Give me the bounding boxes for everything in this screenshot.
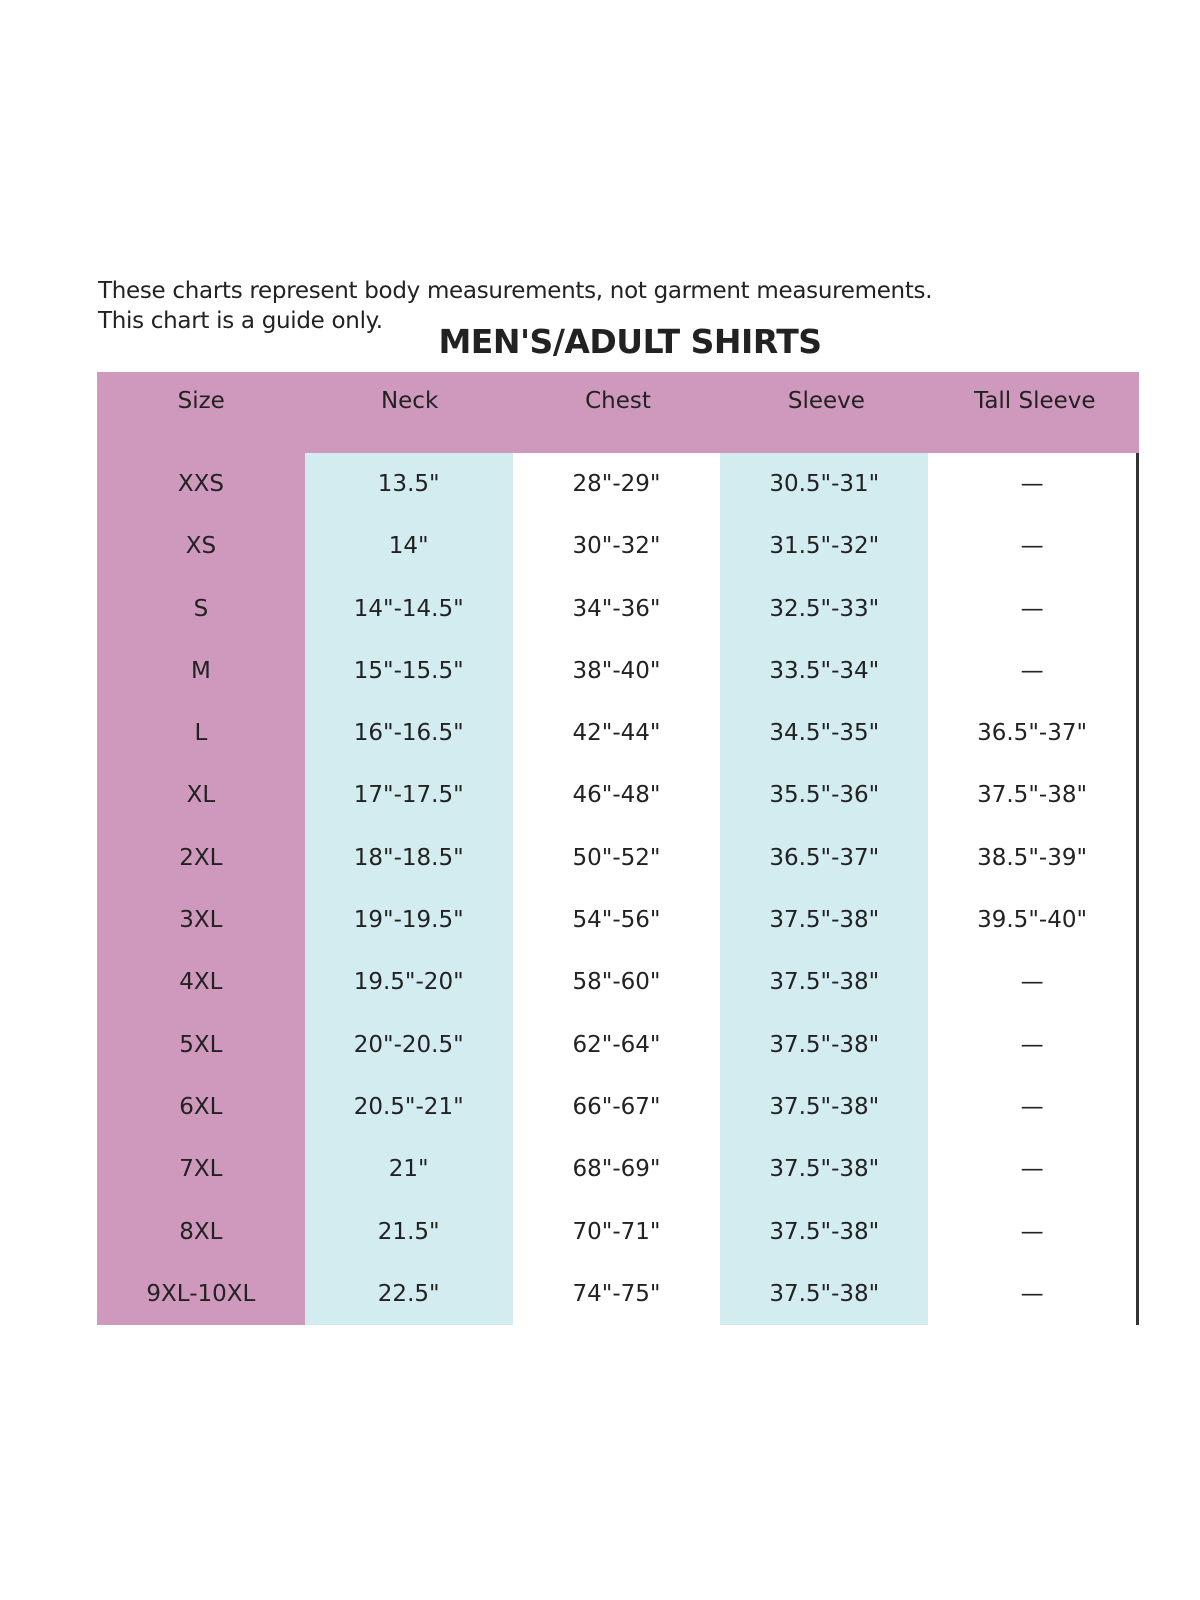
cell-sleeve: 30.5"-31": [720, 453, 929, 516]
note-line: This chart is a guide only.: [98, 308, 383, 334]
table-row: 6XL 20.5"-21" 66"-67" 37.5"-38" —: [97, 1075, 1136, 1139]
column-header-neck: Neck: [380, 388, 439, 414]
cell-chest: 74"-75": [512, 1262, 721, 1326]
table-row: 3XL 19"-19.5" 54"-56" 37.5"-38" 39.5"-40": [97, 889, 1136, 952]
cell-size: 4XL: [97, 951, 305, 1014]
cell-tall-sleeve: —: [928, 1013, 1136, 1076]
cell-neck: 15"-15.5": [304, 639, 513, 703]
cell-size: 6XL: [97, 1075, 305, 1139]
cell-size: 7XL: [97, 1138, 305, 1201]
table-row: XS 14" 30"-32" 31.5"-32" —: [97, 515, 1136, 578]
cell-neck: 14"-14.5": [304, 577, 513, 640]
cell-tall-sleeve: —: [928, 1262, 1136, 1326]
cell-chest: 50"-52": [512, 826, 721, 890]
cell-chest: 66"-67": [512, 1075, 721, 1139]
cell-chest: 58"-60": [512, 951, 721, 1014]
cell-size: XXS: [97, 453, 305, 516]
table-row: 4XL 19.5"-20" 58"-60" 37.5"-38" —: [97, 951, 1136, 1014]
cell-size: S: [97, 577, 305, 640]
cell-chest: 42"-44": [512, 702, 721, 765]
column-header-size: Size: [177, 388, 225, 414]
chart-title: MEN'S/ADULT SHIRTS: [438, 322, 822, 361]
cell-tall-sleeve: —: [928, 1200, 1136, 1263]
cell-chest: 34"-36": [512, 577, 721, 640]
disclaimer-note: These charts represent body measurements…: [98, 276, 933, 336]
cell-chest: 54"-56": [512, 889, 721, 952]
table-row: XL 17"-17.5" 46"-48" 35.5"-36" 37.5"-38": [97, 764, 1136, 827]
column-header-sleeve: Sleeve: [787, 388, 865, 414]
cell-chest: 70"-71": [512, 1200, 721, 1263]
table-header: Size Neck Chest Sleeve Tall Sleeve: [97, 372, 1139, 453]
cell-neck: 20"-20.5": [304, 1013, 513, 1076]
cell-neck: 21.5": [304, 1200, 513, 1263]
table-row: M 15"-15.5" 38"-40" 33.5"-34" —: [97, 639, 1136, 703]
table-row: 7XL 21" 68"-69" 37.5"-38" —: [97, 1138, 1136, 1201]
table-row: L 16"-16.5" 42"-44" 34.5"-35" 36.5"-37": [97, 702, 1136, 765]
table-row: 2XL 18"-18.5" 50"-52" 36.5"-37" 38.5"-39": [97, 826, 1136, 890]
cell-tall-sleeve: —: [928, 1138, 1136, 1201]
cell-size: M: [97, 639, 305, 703]
cell-neck: 17"-17.5": [304, 764, 513, 827]
cell-size: 9XL-10XL: [97, 1262, 305, 1326]
cell-tall-sleeve: 39.5"-40": [928, 889, 1136, 952]
cell-size: 2XL: [97, 826, 305, 890]
cell-size: 8XL: [97, 1200, 305, 1263]
cell-sleeve: 37.5"-38": [720, 1200, 929, 1263]
cell-sleeve: 37.5"-38": [720, 1138, 929, 1201]
cell-tall-sleeve: 38.5"-39": [928, 826, 1136, 890]
cell-sleeve: 37.5"-38": [720, 1013, 929, 1076]
cell-size: 3XL: [97, 889, 305, 952]
cell-sleeve: 33.5"-34": [720, 639, 929, 703]
column-header-chest: Chest: [585, 388, 651, 414]
table-row: 9XL-10XL 22.5" 74"-75" 37.5"-38" —: [97, 1262, 1136, 1326]
cell-chest: 62"-64": [512, 1013, 721, 1076]
cell-size: 5XL: [97, 1013, 305, 1076]
cell-tall-sleeve: 36.5"-37": [928, 702, 1136, 765]
cell-sleeve: 34.5"-35": [720, 702, 929, 765]
cell-sleeve: 32.5"-33": [720, 577, 929, 640]
cell-neck: 20.5"-21": [304, 1075, 513, 1139]
cell-neck: 16"-16.5": [304, 702, 513, 765]
size-chart-table: Size Neck Chest Sleeve Tall Sleeve XXS 13.5" 2…: [97, 372, 1139, 1326]
cell-neck: 19"-19.5": [304, 889, 513, 952]
cell-chest: 46"-48": [512, 764, 721, 827]
cell-sleeve: 37.5"-38": [720, 1262, 929, 1326]
cell-tall-sleeve: 37.5"-38": [928, 764, 1136, 827]
cell-sleeve: 37.5"-38": [720, 889, 929, 952]
cell-neck: 18"-18.5": [304, 826, 513, 890]
cell-size: XL: [97, 764, 305, 827]
cell-tall-sleeve: —: [928, 951, 1136, 1014]
cell-tall-sleeve: —: [928, 453, 1136, 516]
cell-chest: 38"-40": [512, 639, 721, 703]
cell-chest: 30"-32": [512, 515, 721, 578]
cell-tall-sleeve: —: [928, 1075, 1136, 1139]
cell-neck: 19.5"-20": [304, 951, 513, 1014]
table-row: 8XL 21.5" 70"-71" 37.5"-38" —: [97, 1200, 1136, 1263]
cell-size: XS: [97, 515, 305, 578]
cell-size: L: [97, 702, 305, 765]
cell-sleeve: 35.5"-36": [720, 764, 929, 827]
cell-sleeve: 31.5"-32": [720, 515, 929, 578]
cell-chest: 68"-69": [512, 1138, 721, 1201]
cell-sleeve: 36.5"-37": [720, 826, 929, 890]
cell-tall-sleeve: —: [928, 577, 1136, 640]
cell-neck: 21": [304, 1138, 513, 1201]
cell-tall-sleeve: —: [928, 515, 1136, 578]
note-line: These charts represent body measurements…: [98, 278, 933, 304]
table-body: XXS 13.5" 28"-29" 30.5"-31" — XS 14" 30"-32" 31.…: [97, 453, 1139, 1326]
table-row: S 14"-14.5" 34"-36" 32.5"-33" —: [97, 577, 1136, 640]
cell-tall-sleeve: —: [928, 639, 1136, 703]
column-header-tall-sleeve: Tall Sleeve: [974, 388, 1096, 414]
cell-chest: 28"-29": [512, 453, 721, 516]
table-row: 5XL 20"-20.5" 62"-64" 37.5"-38" —: [97, 1013, 1136, 1076]
cell-neck: 22.5": [304, 1262, 513, 1326]
cell-sleeve: 37.5"-38": [720, 1075, 929, 1139]
cell-sleeve: 37.5"-38": [720, 951, 929, 1014]
cell-neck: 14": [304, 515, 513, 578]
cell-neck: 13.5": [304, 453, 513, 516]
table-row: XXS 13.5" 28"-29" 30.5"-31" —: [97, 453, 1136, 516]
